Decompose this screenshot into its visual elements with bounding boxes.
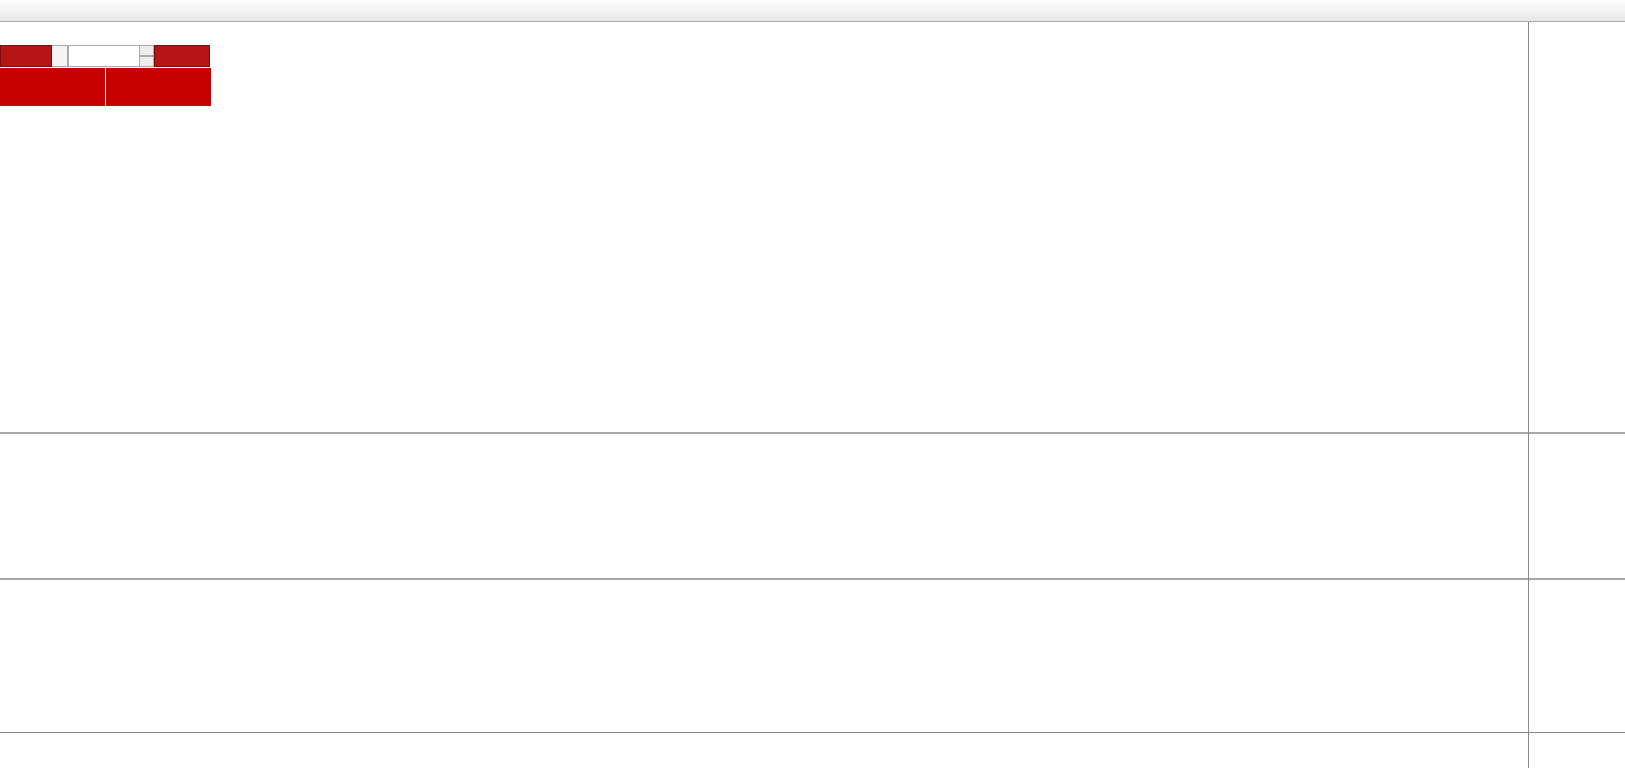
buy-price-display[interactable]: [106, 68, 211, 106]
price-axis[interactable]: [1528, 22, 1625, 768]
sell-button[interactable]: [0, 45, 52, 67]
rsi-indicator-label: [5, 584, 10, 595]
price-chart[interactable]: [0, 22, 1528, 432]
macd-panel-chart[interactable]: [0, 434, 1528, 578]
sell-price-display[interactable]: [0, 68, 105, 106]
one-click-trading-panel: [0, 45, 212, 106]
rsi-panel-chart[interactable]: [0, 580, 1528, 732]
panel-separator[interactable]: [0, 578, 1625, 580]
chart-workspace: [0, 22, 1625, 768]
buy-button[interactable]: [154, 45, 210, 67]
macd-indicator-label: [5, 438, 14, 449]
lot-decrement-button[interactable]: [140, 56, 154, 67]
lot-dropdown-button[interactable]: [52, 45, 68, 67]
lot-size-input[interactable]: [68, 45, 140, 67]
panel-separator[interactable]: [0, 432, 1625, 434]
lot-increment-button[interactable]: [140, 45, 154, 56]
main-toolbar: [0, 0, 1625, 22]
time-axis[interactable]: [0, 732, 1625, 751]
